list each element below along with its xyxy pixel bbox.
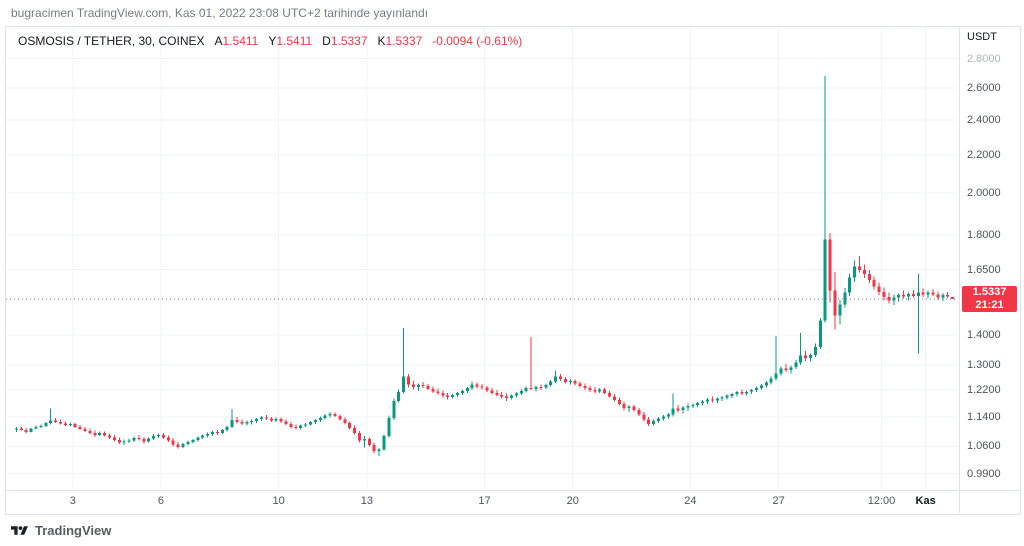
tradingview-brand-text[interactable]: TradingView <box>35 523 112 538</box>
bar-countdown: 21:21 <box>975 298 1004 311</box>
footer: TradingView <box>0 515 1024 546</box>
attribution-bar: bugracimen TradingView.com, Kas 01, 2022… <box>0 0 1024 26</box>
price-tick-label: 1.6500 <box>967 263 1001 276</box>
price-tick-label: 1.0600 <box>967 440 1001 453</box>
candlestick-chart[interactable] <box>6 27 958 490</box>
attribution-text: bugracimen TradingView.com, Kas 01, 2022… <box>11 6 429 20</box>
ohlc-high: Y1.5411 <box>268 34 313 48</box>
price-tick-label: 2.6000 <box>967 82 1001 95</box>
currency-label: USDT <box>967 31 997 43</box>
time-tick-label: 17 <box>478 495 491 507</box>
price-axis[interactable]: USDT 1.5337 21:21 2.8000 2.6000 2.4000 2.20… <box>959 27 1020 490</box>
price-tick-label: 2.4000 <box>967 114 1001 127</box>
price-tick-label: 1.8000 <box>967 228 1001 241</box>
time-tick-label: 12:00 <box>867 495 896 507</box>
time-tick-label: 13 <box>360 495 373 507</box>
price-tick-label: 2.2000 <box>967 148 1001 161</box>
price-tick-label: 2.0000 <box>967 186 1001 199</box>
last-price-badge: 1.5337 21:21 <box>962 285 1017 312</box>
price-tick-label: 1.3000 <box>967 358 1001 371</box>
symbol-title[interactable]: OSMOSIS / TETHER, 30, COINEX <box>18 34 205 48</box>
ohlc-low: D1.5337 <box>322 34 368 48</box>
last-price-value: 1.5337 <box>972 285 1007 298</box>
price-change: -0.0094 (-0.61%) <box>432 34 523 48</box>
time-tick-label: 10 <box>272 495 285 507</box>
symbol-legend: OSMOSIS / TETHER, 30, COINEX A1.5411 Y1.… <box>18 34 522 48</box>
price-tick-label: 1.4000 <box>967 329 1001 342</box>
price-tick-label: 1.1400 <box>967 411 1001 424</box>
ohlc-close: K1.5337 <box>377 34 423 48</box>
ohlc-open: A1.5411 <box>214 34 259 48</box>
price-tick-label: 1.2200 <box>967 384 1001 397</box>
time-tick-label: 24 <box>684 495 697 507</box>
price-tick-label: 0.9900 <box>967 467 1001 480</box>
tradingview-logo-icon[interactable] <box>11 524 28 538</box>
chart-widget: OSMOSIS / TETHER, 30, COINEX A1.5411 Y1.… <box>5 26 1021 515</box>
time-tick-label: 6 <box>157 495 165 507</box>
time-tick-label: 20 <box>566 495 579 507</box>
time-tick-label: Kas <box>915 495 936 507</box>
time-tick-label: 27 <box>772 495 785 507</box>
axis-corner <box>959 490 1020 513</box>
price-tick-label: 2.8000 <box>967 52 1001 65</box>
time-axis[interactable]: 3 6 10 13 17 20 24 27 12:00 Kas <box>6 490 958 513</box>
time-tick-label: 3 <box>69 495 76 507</box>
